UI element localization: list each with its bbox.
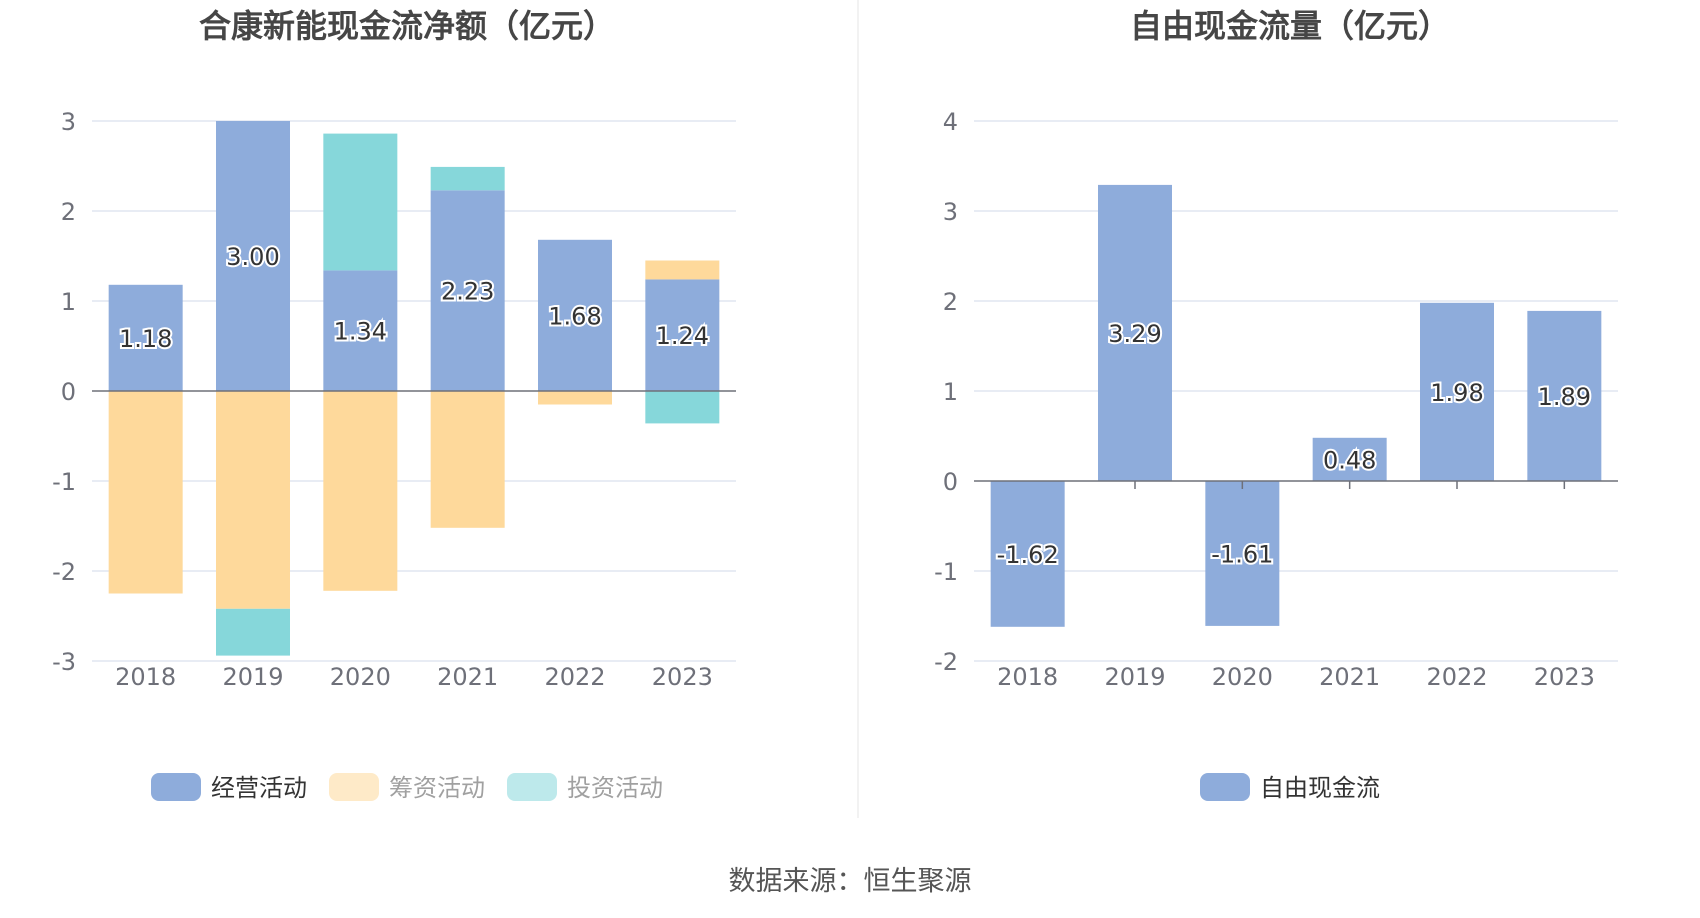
data-label-2022: 1.68 [548,302,601,330]
bar-自由现金流-2022 [1420,302,1494,481]
chart-title-0: 合康新能现金流净额（亿元） [199,7,615,45]
bar-筹资活动-2021 [430,391,505,528]
x-tick-label: 2020 [1212,663,1273,691]
bar-自由现金流-2023 [1527,310,1602,481]
bar-经营活动-2022 [538,239,612,391]
bar-经营活动-2023 [645,279,720,391]
bar-自由现金流-2018 [990,481,1065,627]
x-tick-label: 2018 [997,663,1058,691]
x-tick-label: 2020 [330,663,391,691]
data-label-2023: 1.24 [656,322,709,350]
bar-自由现金流-2019 [1098,184,1172,481]
bar-经营活动-2021 [430,190,505,391]
x-tick-label: 2019 [1104,663,1165,691]
bar-筹资活动-2018 [108,391,183,594]
legend-swatch-投资活动[interactable] [507,773,557,801]
x-tick-label: 2019 [222,663,283,691]
data-label-2022: 1.98 [1430,379,1483,407]
data-label-2019: 3.00 [226,243,279,271]
x-tick-label: 2023 [1534,663,1595,691]
bar-经营活动-2018 [108,284,183,391]
y-tick-label: 0 [943,468,958,496]
data-label-2018: 1.18 [119,325,172,353]
data-label-2021: 0.48 [1323,446,1376,474]
bar-筹资活动-2023 [645,260,720,280]
x-tick-label: 2022 [544,663,605,691]
chart-title-1: 自由现金流量（亿元） [1130,7,1450,45]
y-tick-label: 1 [61,288,76,316]
legend-swatch-经营活动[interactable] [151,773,201,801]
bar-自由现金流-2020 [1205,481,1280,626]
bar-自由现金流-2021 [1312,437,1387,481]
legend-label-经营活动[interactable]: 经营活动 [211,774,307,802]
bar-筹资活动-2022 [538,391,612,405]
x-tick-label: 2022 [1426,663,1487,691]
legend-label-自由现金流[interactable]: 自由现金流 [1260,774,1380,802]
y-tick-label: -1 [52,468,76,496]
y-tick-label: 3 [61,108,76,136]
legend-swatch-筹资活动[interactable] [329,773,379,801]
bar-投资活动-2019 [216,608,290,656]
data-label-2021: 2.23 [441,278,494,306]
y-tick-label: 1 [943,378,958,406]
bar-筹资活动-2020 [323,391,398,591]
x-tick-label: 2023 [652,663,713,691]
y-tick-label: 2 [61,198,76,226]
bar-经营活动-2020 [323,270,398,391]
bar-投资活动-2021 [430,166,505,191]
data-label-2023: 1.89 [1538,383,1591,411]
legend-swatch-自由现金流[interactable] [1200,773,1250,801]
data-label-2019: 3.29 [1108,320,1161,348]
bar-经营活动-2019 [216,121,290,391]
y-tick-label: 0 [61,378,76,406]
data-label-2020: 1.34 [334,318,387,346]
y-tick-label: -3 [52,648,76,676]
y-tick-label: 2 [943,288,958,316]
legend-label-投资活动[interactable]: 投资活动 [567,774,663,802]
x-tick-label: 2018 [115,663,176,691]
legend-label-筹资活动[interactable]: 筹资活动 [389,774,485,802]
bar-投资活动-2020 [323,133,398,271]
y-tick-label: -1 [934,558,958,586]
data-label-2018: -1.62 [997,541,1059,569]
y-tick-label: -2 [52,558,76,586]
x-tick-label: 2021 [1319,663,1380,691]
x-tick-label: 2021 [437,663,498,691]
y-tick-label: 3 [943,198,958,226]
bar-筹资活动-2019 [216,391,290,609]
data-label-2020: -1.61 [1211,540,1273,568]
data-source-note: 数据来源：恒生聚源 [729,866,972,897]
y-tick-label: -2 [934,648,958,676]
bar-投资活动-2023 [645,391,720,424]
y-tick-label: 4 [943,108,958,136]
